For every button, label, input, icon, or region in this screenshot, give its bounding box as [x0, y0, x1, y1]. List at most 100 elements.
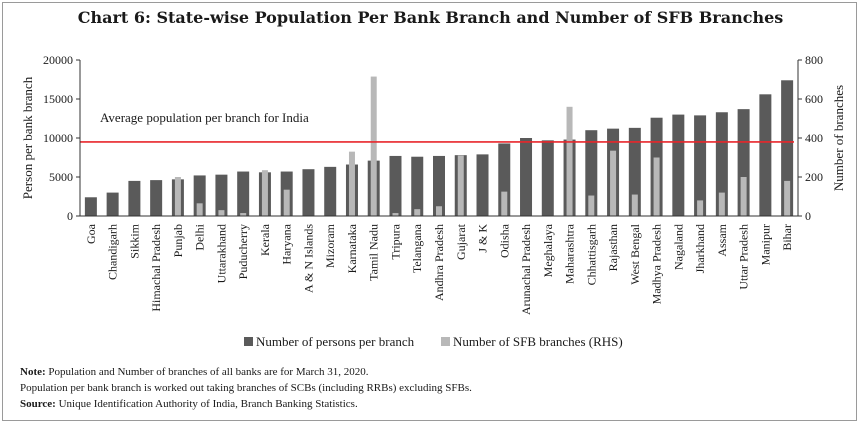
- persons-bar: [585, 130, 598, 216]
- x-tick-label: Uttar Pradesh: [737, 224, 751, 290]
- source-label: Source:: [20, 398, 56, 410]
- legend-label-persons: Number of persons per branch: [256, 334, 415, 349]
- x-tick-label: Karnataka: [345, 223, 359, 273]
- persons-bar: [324, 166, 337, 216]
- x-tick-label: Goa: [84, 223, 98, 244]
- x-tick-label: Manipur: [758, 224, 772, 265]
- persons-bar: [520, 138, 533, 216]
- sfb-bar: [414, 209, 421, 216]
- persons-bar: [628, 127, 641, 216]
- y-tick-label-left: 20000: [43, 53, 73, 67]
- x-tick-label: Chandigarh: [106, 224, 120, 280]
- x-tick-label: Chhattisgarh: [584, 224, 598, 285]
- persons-bar: [302, 169, 315, 216]
- legend-label-sfb: Number of SFB branches (RHS): [453, 334, 623, 349]
- sfb-bar: [370, 76, 377, 216]
- y-tick-label-right: 0: [805, 209, 811, 223]
- persons-bar: [411, 156, 424, 216]
- sfb-bar: [348, 151, 355, 216]
- x-tick-label: Puducherry: [236, 224, 250, 279]
- sfb-bar: [240, 213, 247, 216]
- persons-bar: [150, 180, 163, 216]
- y-tick-label-right: 200: [805, 170, 823, 184]
- sfb-bar: [196, 203, 203, 216]
- sfb-bar: [392, 213, 399, 216]
- x-tick-label: Haryana: [280, 223, 294, 264]
- sfb-bar: [457, 155, 464, 216]
- sfb-bar: [261, 170, 268, 216]
- chart-title: Chart 6: State-wise Population Per Bank …: [77, 8, 784, 27]
- x-tick-label: Assam: [715, 223, 729, 256]
- y-tick-label-right: 600: [805, 92, 823, 106]
- x-tick-label: Telangana: [410, 223, 424, 273]
- y-tick-label-left: 15000: [43, 92, 73, 106]
- x-tick-label: Maharashtra: [563, 223, 577, 284]
- persons-bar: [128, 180, 141, 216]
- x-tick-label: Gujarat: [454, 223, 468, 260]
- sfb-bar: [566, 106, 573, 216]
- x-tick-label: Bihar: [780, 224, 794, 251]
- x-tick-label: Arunachal Pradesh: [519, 224, 533, 315]
- chart-frame: [2, 2, 857, 421]
- y-tick-label-left: 0: [67, 209, 73, 223]
- sfb-bar: [588, 195, 595, 216]
- persons-bar: [694, 115, 707, 216]
- persons-bar: [476, 154, 489, 216]
- sfb-bar: [740, 177, 747, 216]
- note-line-2: Population per bank branch is worked out…: [20, 382, 472, 394]
- x-tick-label: Delhi: [193, 223, 207, 250]
- x-tick-label: J & K: [476, 224, 490, 253]
- chart-notes: Note: Population and Number of branches …: [20, 364, 840, 412]
- x-tick-label: Kerala: [258, 223, 272, 256]
- legend-swatch-persons: [244, 337, 253, 346]
- persons-bar: [215, 174, 228, 216]
- persons-bar: [715, 112, 728, 216]
- sfb-bar: [631, 194, 638, 216]
- persons-bar: [106, 192, 119, 216]
- x-tick-label: Nagaland: [671, 224, 685, 270]
- persons-bar: [759, 94, 772, 216]
- sfb-bar: [436, 206, 442, 216]
- y-tick-label-left: 10000: [43, 131, 73, 145]
- persons-bar: [672, 114, 685, 216]
- note-label: Note:: [20, 366, 46, 378]
- x-tick-label: Sikkim: [127, 223, 141, 258]
- legend-swatch-sfb: [441, 337, 450, 346]
- x-tick-label: Tripura: [388, 223, 402, 259]
- persons-bar: [389, 155, 402, 216]
- note-text: Population and Number of branches of all…: [48, 366, 369, 378]
- persons-bar: [433, 155, 445, 216]
- x-tick-label: Rajasthan: [606, 224, 620, 271]
- source-line: Source: Unique Identification Authority …: [20, 396, 840, 412]
- y-tick-label-right: 400: [805, 131, 823, 145]
- sfb-bar: [174, 177, 181, 216]
- x-tick-label: Andhra Pradesh: [432, 224, 446, 301]
- x-tick-label: Mizoram: [323, 223, 337, 268]
- source-text: Unique Identification Authority of India…: [58, 398, 358, 410]
- x-tick-label: Odisha: [497, 223, 511, 258]
- x-tick-label: Uttarakhand: [214, 224, 228, 283]
- y-axis-title-left: Person per bank branch: [20, 76, 35, 199]
- persons-bar: [237, 171, 250, 216]
- sfb-bar: [218, 210, 225, 216]
- note-line-1: Note: Population and Number of branches …: [20, 364, 840, 380]
- x-tick-label: A & N Islands: [301, 224, 315, 293]
- x-tick-label: West Bengal: [628, 223, 642, 284]
- sfb-bar: [653, 157, 660, 216]
- persons-bar: [541, 140, 554, 216]
- sfb-bar: [697, 200, 704, 216]
- average-annotation: Average population per branch for India: [100, 110, 309, 125]
- sfb-bar: [501, 191, 508, 216]
- x-tick-label: Jharkhand: [693, 224, 707, 273]
- sfb-bar: [718, 192, 725, 216]
- y-tick-label-left: 5000: [49, 170, 73, 184]
- x-tick-label: Punjab: [171, 224, 185, 257]
- persons-bar: [84, 197, 97, 216]
- sfb-bar: [784, 180, 791, 216]
- y-axis-title-right: Number of branches: [831, 85, 846, 191]
- x-tick-label: Madhya Pradesh: [650, 224, 664, 304]
- sfb-bar: [610, 150, 617, 216]
- x-tick-label: Tamil Nadu: [367, 224, 381, 281]
- x-tick-label: Meghalaya: [541, 223, 555, 277]
